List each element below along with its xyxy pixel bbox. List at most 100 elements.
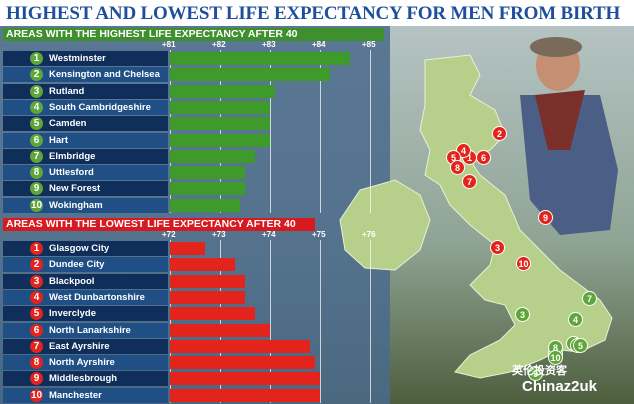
map-pin-high: 10	[548, 350, 563, 365]
category-label: Westminster	[49, 53, 106, 64]
axis-tick: +72	[162, 230, 176, 239]
grid-line	[170, 50, 171, 213]
rank-badge: 7	[30, 149, 43, 163]
category-label: North Ayrshire	[49, 357, 115, 369]
grid-line	[320, 240, 321, 403]
rank-badge: 2	[30, 258, 43, 272]
rank-badge: 3	[30, 84, 43, 98]
bar	[170, 372, 320, 386]
table-row: 3 Blackpool	[3, 273, 168, 289]
bar	[170, 242, 205, 255]
axis-tick: +82	[212, 40, 226, 49]
category-label: Hart	[49, 134, 69, 146]
map-pin-high: 7	[582, 291, 597, 306]
axis-tick: +83	[262, 40, 276, 49]
rank-badge: 4	[30, 100, 43, 114]
bar	[170, 182, 245, 196]
category-label: Elmbridge	[49, 150, 96, 162]
grid-line	[320, 50, 321, 213]
table-row: 10 Wokingham	[3, 197, 168, 213]
rank-badge: 8	[30, 356, 43, 370]
grid-line	[170, 240, 171, 403]
table-row: 10 Manchester	[3, 387, 168, 403]
bar	[170, 133, 270, 147]
high-panel-header: AREAS WITH THE HIGHEST LIFE EXPECTANCY A…	[3, 28, 384, 41]
rank-badge: 6	[30, 133, 43, 147]
rank-badge: 8	[30, 166, 43, 180]
bar	[170, 307, 255, 321]
axis-tick: +76	[362, 230, 376, 239]
table-row: 1 Glasgow City	[3, 241, 168, 256]
bar	[170, 68, 330, 82]
ireland-map	[339, 179, 431, 271]
table-row: 8 North Ayrshire	[3, 355, 168, 371]
table-row: 2 Kensington and Chelsea	[3, 67, 168, 83]
man-cap	[530, 37, 582, 57]
category-label: Rutland	[49, 85, 85, 97]
category-label: South Cambridgeshire	[49, 101, 151, 113]
rank-badge: 4	[30, 290, 43, 304]
table-row: 2 Dundee City	[3, 257, 168, 273]
category-label: Manchester	[49, 389, 102, 401]
map-pin-high: 5	[573, 338, 588, 353]
table-row: 4 South Cambridgeshire	[3, 99, 168, 115]
table-row: 1 Westminster	[3, 51, 168, 66]
map-pin-high: 4	[568, 312, 583, 327]
grid-line	[370, 240, 371, 403]
grid-line	[270, 240, 271, 403]
category-label: Inverclyde	[49, 308, 96, 320]
man-scarf	[535, 90, 585, 150]
bar	[170, 198, 240, 212]
map-pin-low: 8	[450, 160, 465, 175]
table-row: 6 North Lanarkshire	[3, 322, 168, 338]
grid-line	[370, 50, 371, 213]
table-row: 7 Elmbridge	[3, 148, 168, 164]
category-label: East Ayrshire	[49, 340, 110, 352]
category-label: Camden	[49, 118, 87, 130]
axis-tick: +85	[362, 40, 376, 49]
table-row: 5 Inverclyde	[3, 306, 168, 322]
axis-tick: +74	[262, 230, 276, 239]
grid-line	[270, 50, 271, 213]
rank-badge: 9	[30, 372, 43, 386]
map-pin-low: 10	[516, 256, 531, 271]
map-pin-low: 9	[538, 210, 553, 225]
watermark-en: Chinaz2uk	[522, 378, 598, 395]
category-label: North Lanarkshire	[49, 324, 131, 336]
rank-badge: 5	[30, 117, 43, 131]
watermark-cn: 英伦投资客	[512, 365, 567, 377]
page-title: HIGHEST AND LOWEST LIFE EXPECTANCY FOR M…	[6, 3, 621, 24]
map-pin-high: 3	[515, 307, 530, 322]
grid-line	[220, 50, 221, 213]
table-row: 7 East Ayrshire	[3, 338, 168, 354]
low-panel-header: AREAS WITH THE LOWEST LIFE EXPECTANCY AF…	[3, 218, 315, 231]
category-label: Blackpool	[49, 275, 95, 287]
bar	[170, 52, 350, 65]
table-row: 4 West Dunbartonshire	[3, 289, 168, 305]
bar	[170, 290, 245, 304]
category-label: New Forest	[49, 183, 101, 195]
category-label: Wokingham	[49, 199, 103, 211]
grid-line	[220, 240, 221, 403]
axis-tick: +75	[312, 230, 326, 239]
axis-tick: +81	[162, 40, 176, 49]
title-banner: HIGHEST AND LOWEST LIFE EXPECTANCY FOR M…	[0, 0, 634, 26]
bar	[170, 117, 270, 131]
category-label: Dundee City	[49, 259, 105, 271]
rank-badge: 7	[30, 339, 43, 353]
rank-badge: 1	[30, 52, 43, 65]
table-row: 6 Hart	[3, 132, 168, 148]
category-label: Glasgow City	[49, 243, 110, 254]
map-pin-low: 7	[462, 174, 477, 189]
map-pin-low: 2	[492, 126, 507, 141]
map-pin-high: 9	[528, 366, 543, 381]
category-label: Kensington and Chelsea	[49, 69, 160, 81]
bar	[170, 323, 270, 337]
axis-tick: +73	[212, 230, 226, 239]
table-row: 9 Middlesbrough	[3, 371, 168, 387]
rank-badge: 2	[30, 68, 43, 82]
bar	[170, 258, 235, 272]
bar	[170, 339, 310, 353]
rank-badge: 10	[30, 198, 43, 212]
rank-badge: 1	[30, 242, 43, 255]
